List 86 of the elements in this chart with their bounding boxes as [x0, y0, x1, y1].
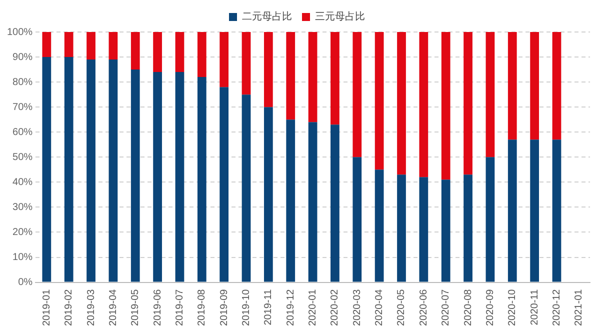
x-tick-label: 2020-08: [462, 288, 474, 326]
bar: [175, 32, 184, 72]
bar: [352, 32, 362, 158]
y-tick-label: 30%: [12, 202, 33, 213]
x-tick-label: 2019-07: [174, 288, 186, 326]
bar: [42, 32, 52, 58]
bar: [308, 122, 318, 282]
bar: [486, 32, 495, 158]
bar: [108, 60, 118, 282]
x-tick-label: 2019-05: [130, 288, 142, 326]
bar: [242, 94, 251, 282]
x-tick-label: 2020-07: [440, 288, 452, 326]
bar: [419, 32, 428, 178]
bar: [64, 57, 74, 282]
bar: [464, 32, 472, 175]
y-tick-label: 10%: [12, 252, 33, 264]
bar: [508, 32, 517, 140]
bar: [330, 32, 340, 125]
bar: [286, 120, 296, 282]
bar: [197, 32, 206, 78]
y-tick-label: 0%: [18, 277, 33, 288]
bar: [197, 77, 206, 282]
bar: [130, 70, 140, 282]
bar: [330, 124, 340, 282]
bar: [86, 60, 96, 282]
legend-label: 三元母占比: [315, 10, 365, 23]
y-tick-label: 50%: [12, 152, 33, 163]
bar: [374, 32, 384, 170]
bar: [153, 72, 162, 282]
bar: [397, 174, 406, 282]
bar: [552, 32, 562, 140]
bar: [242, 32, 251, 95]
bar: [441, 180, 450, 282]
x-tick-label: 2019-06: [152, 288, 164, 326]
bar: [130, 32, 140, 70]
bar: [530, 32, 539, 140]
bar: [508, 140, 517, 282]
x-tick-label: 2019-08: [196, 288, 208, 326]
bar: [42, 57, 52, 282]
bar: [64, 32, 74, 58]
x-tick-label: 2019-12: [285, 288, 296, 326]
bar: [264, 107, 273, 282]
bar: [397, 32, 406, 175]
x-tick-label: 2020-05: [396, 288, 408, 326]
x-tick-label: 2020-02: [330, 288, 341, 326]
x-tick-label: 2020-03: [352, 288, 363, 326]
y-tick-label: 80%: [12, 76, 33, 88]
bar: [153, 32, 162, 72]
x-tick-label: 2019-03: [86, 288, 97, 326]
bar: [220, 32, 229, 88]
x-tick-label: 2020-04: [374, 288, 386, 326]
bar: [286, 32, 296, 120]
bar: [108, 32, 118, 60]
x-tick-label: 2020-11: [529, 288, 540, 326]
legend-label: 二元母占比: [242, 10, 292, 23]
bar: [464, 174, 472, 282]
bar: [308, 32, 318, 122]
x-tick-label: 2020-12: [551, 288, 562, 326]
x-tick-label: 2020-01: [308, 288, 319, 326]
bar: [86, 32, 96, 60]
x-tick-label: 2019-10: [241, 288, 252, 326]
bar: [441, 32, 450, 180]
x-tick-label: 2019-02: [64, 288, 75, 326]
y-tick-label: 60%: [12, 126, 33, 138]
y-tick-label: 40%: [12, 176, 33, 188]
x-tick-label: 2020-09: [484, 288, 496, 326]
bar: [264, 32, 273, 108]
bar: [352, 157, 362, 282]
bar: [220, 87, 229, 282]
x-tick-label: 2020-06: [418, 288, 430, 326]
y-tick-label: 70%: [12, 102, 33, 113]
y-tick-label: 20%: [12, 226, 33, 238]
bar: [175, 72, 184, 282]
x-tick-label: 2019-01: [41, 288, 52, 326]
y-tick-label: 90%: [12, 52, 33, 63]
x-tick-label: 2021-01: [574, 288, 585, 326]
bar: [552, 140, 562, 282]
bar: [419, 177, 428, 282]
y-tick-label: 100%: [7, 26, 33, 38]
x-tick-label: 2019-11: [263, 288, 274, 326]
x-tick-label: 2020-10: [507, 288, 518, 326]
bar: [486, 157, 495, 282]
bar: [530, 140, 539, 282]
x-tick-label: 2019-09: [218, 288, 230, 326]
x-tick-label: 2019-04: [108, 288, 119, 326]
bar: [374, 170, 384, 282]
